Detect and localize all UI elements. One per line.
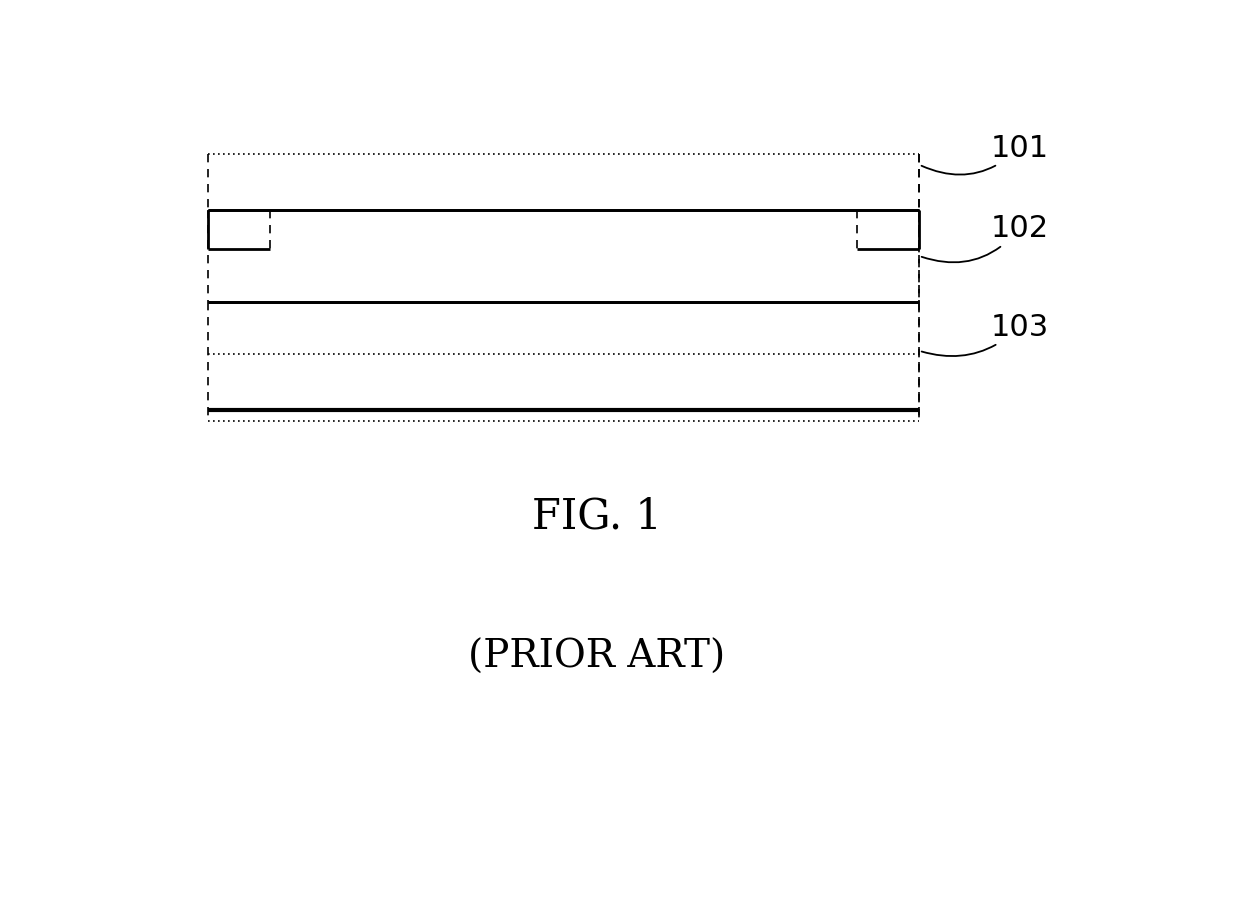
Text: 101: 101 (921, 133, 1049, 176)
Text: 102: 102 (921, 214, 1049, 263)
Text: (PRIOR ART): (PRIOR ART) (469, 638, 725, 675)
Text: 103: 103 (921, 312, 1049, 357)
Text: FIG. 1: FIG. 1 (532, 496, 662, 537)
